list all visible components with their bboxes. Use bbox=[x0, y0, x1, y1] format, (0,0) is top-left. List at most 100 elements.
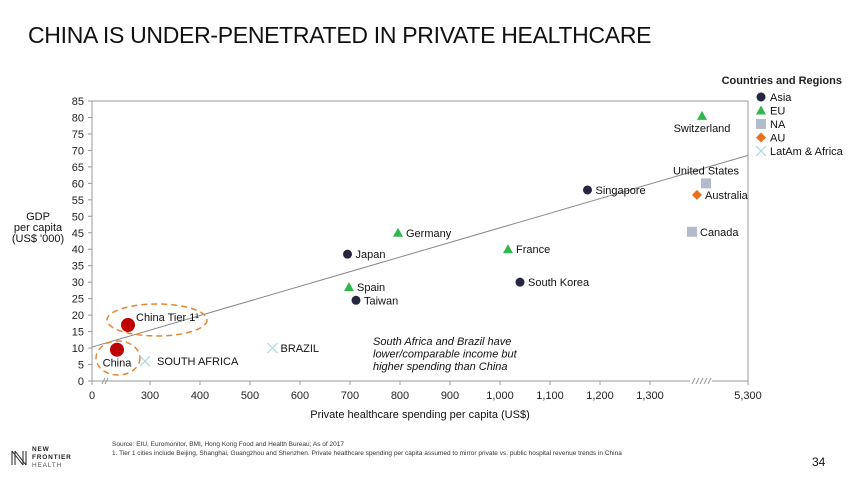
x-tick-label: 400 bbox=[191, 390, 209, 402]
y-tick-label: 70 bbox=[72, 145, 84, 157]
source-text: Source: EIU, Euromonitor, BMI, Hong Kong… bbox=[112, 441, 344, 448]
point-label: Singapore bbox=[596, 185, 646, 197]
trendline-group bbox=[91, 154, 749, 348]
x-axis-title: Private healthcare spending per capita (… bbox=[310, 409, 530, 421]
data-point-taiwan: Taiwan bbox=[351, 295, 398, 307]
axis-break-mark-right bbox=[690, 377, 712, 385]
axis-labels: South Africa and Brazil havelower/compar… bbox=[12, 211, 530, 421]
china-tier1-highlight-ellipse bbox=[106, 303, 208, 337]
point-label: China bbox=[103, 358, 133, 370]
break-stroke bbox=[707, 377, 712, 385]
footnote-text: 1. Tier 1 cities include Beijing, Shangh… bbox=[112, 450, 622, 457]
legend-item-au: AU bbox=[756, 132, 785, 145]
logo-icon bbox=[11, 450, 27, 466]
x-tick-label: 1,300 bbox=[636, 390, 664, 402]
axis-break-mark-left bbox=[101, 377, 109, 385]
x-tick-label: 1,100 bbox=[536, 390, 564, 402]
china-highlights bbox=[95, 303, 208, 376]
circle-marker bbox=[351, 295, 361, 305]
triangle-marker bbox=[393, 227, 403, 237]
break-stroke bbox=[104, 377, 109, 385]
break-stroke bbox=[699, 377, 704, 385]
diamond-marker bbox=[692, 189, 702, 200]
y-tick-label: 10 bbox=[72, 343, 84, 355]
triangle-marker bbox=[344, 282, 354, 292]
y-tick-label: 85 bbox=[72, 96, 84, 108]
square-marker bbox=[687, 226, 697, 237]
x-tick-label: 500 bbox=[241, 390, 259, 402]
y-tick-label: 15 bbox=[72, 327, 84, 339]
trendline bbox=[91, 154, 749, 348]
y-tick-label: 65 bbox=[72, 162, 84, 174]
legend-item-latam-africa: LatAm & Africa bbox=[755, 145, 844, 158]
data-point-spain: Spain bbox=[344, 282, 385, 294]
point-label: SOUTH AFRICA bbox=[157, 356, 239, 368]
page-number: 34 bbox=[812, 455, 826, 469]
x-tick-label: 900 bbox=[441, 390, 459, 402]
triangle-marker bbox=[756, 105, 766, 115]
chart-axes: 0 5 10 15 20 25 30 35 40 45 50 55 60 65 70 75 80 85 0 300 40… bbox=[72, 96, 762, 402]
y-tick-label: 50 bbox=[72, 211, 84, 223]
data-point-south-africa: SOUTH AFRICA bbox=[139, 355, 239, 368]
legend-label: LatAm & Africa bbox=[770, 146, 844, 158]
data-point-canada: Canada bbox=[687, 226, 739, 239]
legend-label: EU bbox=[770, 106, 785, 118]
page-title: CHINA IS UNDER-PENETRATED IN PRIVATE HEA… bbox=[28, 22, 652, 48]
legend-item-eu: EU bbox=[756, 105, 785, 118]
y-tick-label: 75 bbox=[72, 129, 84, 141]
data-point-south-korea: South Korea bbox=[515, 277, 590, 289]
y-axis-title: (US$ '000) bbox=[12, 233, 64, 245]
point-label: Germany bbox=[406, 228, 452, 240]
y-tick-label: 30 bbox=[72, 277, 84, 289]
y-tick-label: 25 bbox=[72, 294, 84, 306]
point-label: Taiwan bbox=[364, 295, 398, 307]
break-stroke bbox=[101, 377, 106, 385]
logo-line-2: FRONTIER bbox=[32, 454, 72, 461]
y-axis-title: GDP bbox=[26, 211, 50, 223]
legend-item-na: NA bbox=[756, 119, 786, 131]
logo-line-3: HEALTH bbox=[32, 462, 62, 469]
circle-marker bbox=[515, 277, 525, 287]
legend-title: Countries and Regions bbox=[722, 75, 842, 87]
china-marker bbox=[121, 318, 135, 332]
x-tick-label: 800 bbox=[391, 390, 409, 402]
data-point-france: France bbox=[503, 244, 550, 256]
data-point-switzerland: Switzerland bbox=[674, 110, 731, 135]
break-stroke bbox=[703, 377, 708, 385]
x-tick-label: 600 bbox=[291, 390, 309, 402]
china-marker bbox=[110, 342, 124, 357]
point-label: South Korea bbox=[528, 277, 590, 289]
y-tick-label: 35 bbox=[72, 261, 84, 273]
circle-marker bbox=[756, 92, 766, 102]
y-tick-label: 0 bbox=[78, 376, 84, 388]
x-tick-label: 700 bbox=[341, 390, 359, 402]
x-tick-label: 1,200 bbox=[586, 390, 614, 402]
triangle-marker bbox=[697, 110, 707, 120]
y-tick-label: 20 bbox=[72, 310, 84, 322]
data-point-japan: Japan bbox=[343, 249, 385, 261]
break-stroke bbox=[695, 377, 700, 385]
point-label: Japan bbox=[356, 249, 386, 261]
y-tick-label: 5 bbox=[78, 360, 84, 372]
data-point-germany: Germany bbox=[393, 227, 452, 240]
data-point-united-states: United States bbox=[673, 165, 740, 189]
company-logo: NEW FRONTIER HEALTH bbox=[10, 446, 72, 470]
footer-notes: Source: EIU, Euromonitor, BMI, Hong Kong… bbox=[112, 440, 622, 458]
legend-item-asia: Asia bbox=[756, 92, 792, 104]
point-label: Switzerland bbox=[674, 123, 731, 135]
legend-label: Asia bbox=[770, 92, 792, 104]
logo-line-1: NEW bbox=[32, 446, 50, 453]
y-tick-label: 80 bbox=[72, 112, 84, 124]
data-point-australia: Australia bbox=[692, 189, 749, 202]
data-point-brazil: BRAZIL bbox=[267, 342, 319, 355]
point-label: Australia bbox=[705, 190, 749, 202]
square-marker bbox=[756, 119, 766, 129]
annotation-line: higher spending than China bbox=[373, 361, 508, 373]
x-tick-label: 1,000 bbox=[486, 390, 514, 402]
legend-label: AU bbox=[770, 133, 785, 145]
data-points: Japan Taiwan South Korea Singapore Germany Sp… bbox=[103, 110, 749, 370]
y-tick-label: 55 bbox=[72, 195, 84, 207]
x-marker-stroke bbox=[267, 342, 278, 354]
